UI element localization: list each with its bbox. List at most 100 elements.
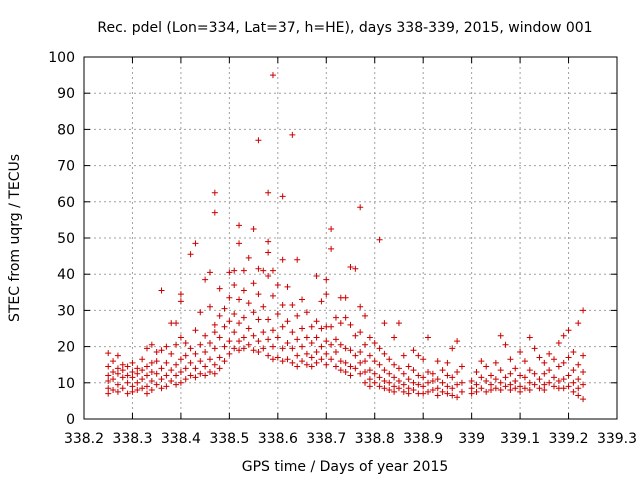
data-point [366, 376, 373, 383]
data-point [575, 385, 582, 392]
data-point [362, 341, 369, 348]
data-point [400, 388, 407, 395]
data-point [478, 358, 485, 365]
data-point [342, 345, 349, 352]
data-point [119, 385, 126, 392]
data-point [429, 370, 436, 377]
data-point [555, 363, 562, 370]
data-point [541, 381, 548, 388]
data-point [105, 390, 112, 397]
data-point [236, 347, 243, 354]
data-point [158, 287, 165, 294]
data-point [265, 249, 272, 256]
data-point [114, 381, 121, 388]
data-point [395, 320, 402, 327]
data-point [560, 332, 567, 339]
data-point [337, 320, 344, 327]
data-point [541, 359, 548, 366]
data-point [410, 367, 417, 374]
data-point [468, 377, 475, 384]
data-point [240, 287, 247, 294]
data-point [570, 388, 577, 395]
data-point [439, 367, 446, 374]
data-point [265, 189, 272, 196]
data-point [206, 339, 213, 346]
data-point [458, 363, 465, 370]
data-point [279, 323, 286, 330]
data-point [405, 376, 412, 383]
data-point [110, 358, 117, 365]
data-point [555, 377, 562, 384]
data-point [187, 372, 194, 379]
data-point [332, 314, 339, 321]
data-point [114, 370, 121, 377]
data-point [240, 314, 247, 321]
data-point [177, 334, 184, 341]
y-tick-label: 100 [48, 50, 75, 66]
data-point [187, 251, 194, 258]
data-point [289, 345, 296, 352]
data-point [425, 368, 432, 375]
data-point [216, 334, 223, 341]
data-point [439, 379, 446, 386]
data-point [507, 356, 514, 363]
data-point [410, 387, 417, 394]
data-point [376, 361, 383, 368]
data-point [143, 363, 150, 370]
data-point [148, 341, 155, 348]
data-point [105, 385, 112, 392]
data-point [303, 309, 310, 316]
data-point [526, 379, 533, 386]
data-point [352, 332, 359, 339]
data-point [357, 204, 364, 211]
data-point [357, 303, 364, 310]
data-point [221, 358, 228, 365]
data-point [420, 374, 427, 381]
data-point [425, 388, 432, 395]
data-point [163, 359, 170, 366]
data-point [216, 354, 223, 361]
data-point [521, 374, 528, 381]
data-point [517, 372, 524, 379]
y-tick-label: 30 [57, 303, 75, 319]
data-point [105, 363, 112, 370]
data-point [328, 225, 335, 232]
data-point [289, 359, 296, 366]
data-point [284, 283, 291, 290]
data-point [289, 301, 296, 308]
data-point [405, 385, 412, 392]
data-point [177, 368, 184, 375]
x-tick-label: 338.4 [161, 431, 201, 447]
data-point [148, 368, 155, 375]
y-tick-label: 90 [57, 86, 75, 102]
data-point [197, 358, 204, 365]
data-point [400, 370, 407, 377]
data-point [294, 256, 301, 263]
data-point [328, 245, 335, 252]
data-point [153, 349, 160, 356]
data-point [168, 350, 175, 357]
data-point [492, 385, 499, 392]
chart-title: Rec. pdel (Lon=334, Lat=37, h=HE), days … [97, 20, 592, 36]
data-point [124, 372, 131, 379]
data-point [110, 376, 117, 383]
data-point [429, 387, 436, 394]
data-point [308, 354, 315, 361]
data-point [303, 350, 310, 357]
data-point [173, 372, 180, 379]
data-point [177, 298, 184, 305]
data-point [168, 377, 175, 384]
data-point [488, 381, 495, 388]
data-point [274, 354, 281, 361]
data-point [206, 356, 213, 363]
data-point [357, 359, 364, 366]
data-point [371, 370, 378, 377]
data-point [255, 316, 262, 323]
data-point [124, 390, 131, 397]
data-point [386, 387, 393, 394]
data-point [202, 363, 209, 370]
data-point [129, 374, 136, 381]
data-point [110, 387, 117, 394]
data-point [255, 338, 262, 345]
